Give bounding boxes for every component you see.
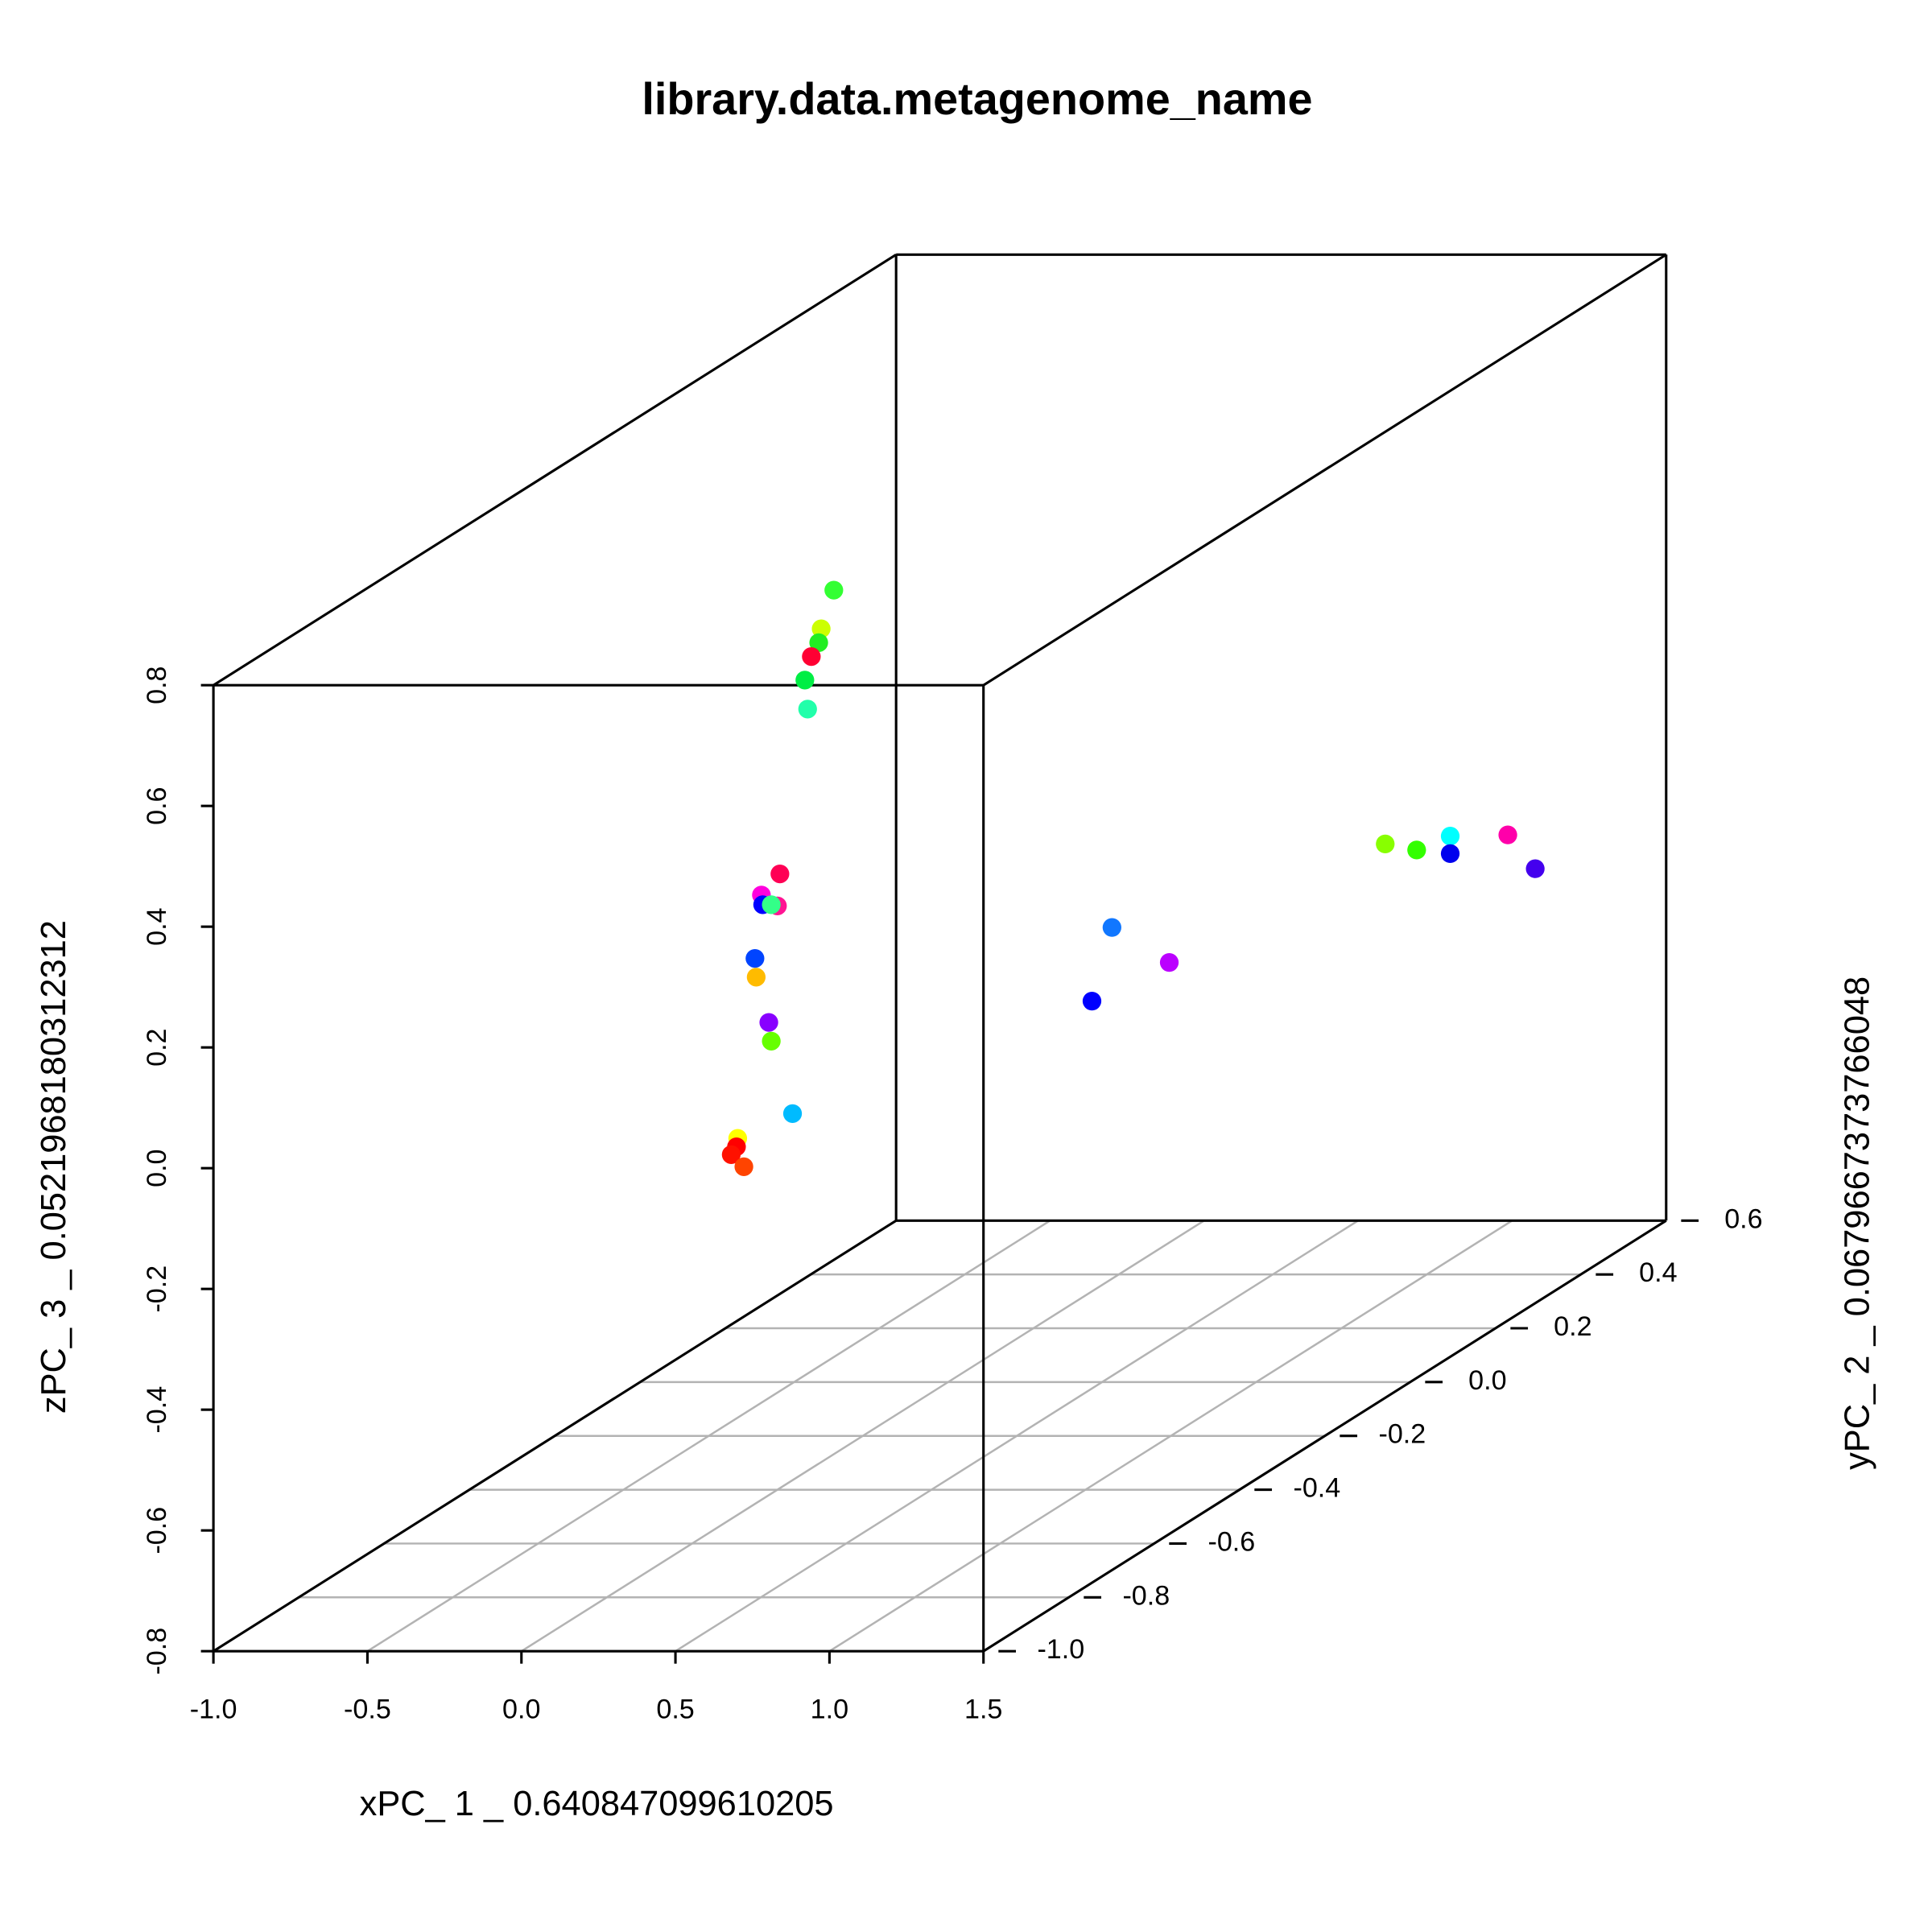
z-tick-label: 0.4	[142, 907, 172, 945]
y-tick-label: 0.2	[1554, 1311, 1591, 1342]
point	[1440, 844, 1460, 864]
point	[811, 619, 831, 638]
x-tick-label: 1.5	[964, 1695, 1002, 1725]
point	[782, 1104, 803, 1123]
point	[1159, 952, 1179, 972]
point	[802, 646, 821, 667]
y-tick-label: -0.4	[1293, 1473, 1340, 1504]
z-tick-label: -0.6	[142, 1507, 172, 1554]
y-tick-label: 0.0	[1468, 1365, 1506, 1396]
y-tick-label: -0.8	[1122, 1580, 1170, 1611]
x-axis-label: xPC_ 1 _ 0.640847099610205	[360, 1785, 834, 1823]
point	[746, 968, 766, 987]
y-tick-label: -0.6	[1208, 1526, 1255, 1557]
y-tick-label: -0.2	[1378, 1419, 1426, 1450]
y-tick-label: -1.0	[1037, 1634, 1084, 1665]
x-tick-label: 0.5	[656, 1695, 694, 1725]
point	[762, 1031, 781, 1051]
point	[734, 1157, 753, 1176]
x-tick-label: 0.0	[502, 1695, 540, 1725]
z-tick-label: -0.2	[142, 1265, 172, 1313]
point	[1498, 825, 1517, 844]
point	[1440, 827, 1460, 846]
chart-title: library.data.metagenome_name	[642, 73, 1312, 124]
point	[1102, 918, 1121, 937]
point	[1407, 840, 1426, 860]
point	[824, 580, 844, 600]
z-tick-label: 0.6	[142, 786, 172, 824]
point	[795, 671, 815, 690]
z-tick-label: -0.4	[142, 1386, 172, 1434]
point	[721, 1145, 741, 1164]
x-tick-label: 1.0	[811, 1695, 848, 1725]
point	[770, 864, 790, 884]
box-edge	[213, 253, 898, 687]
y-tick-label: 0.4	[1639, 1257, 1677, 1288]
point	[1376, 834, 1395, 854]
x-tick-label: -1.0	[190, 1695, 237, 1725]
z-tick-label: 0.0	[142, 1149, 172, 1187]
point	[798, 700, 817, 719]
x-tick-label: -0.5	[344, 1695, 391, 1725]
z-tick-label: 0.2	[142, 1028, 172, 1066]
point	[809, 633, 828, 652]
z-tick-label: -0.8	[142, 1628, 172, 1675]
z-axis-label: zPC_ 3 _ 0.0521968180312312	[35, 920, 73, 1414]
point	[1082, 991, 1102, 1011]
z-tick-label: 0.8	[142, 666, 172, 704]
y-axis-label: yPC_ 2 _ 0.0679667373766048	[1839, 976, 1877, 1470]
point	[745, 948, 765, 968]
point	[1525, 859, 1545, 878]
y-tick-label: 0.6	[1724, 1203, 1762, 1234]
point	[762, 895, 781, 914]
box-edge	[982, 1219, 1667, 1653]
box-edge	[982, 253, 1667, 687]
box-edge	[213, 1219, 898, 1653]
point	[759, 1013, 778, 1032]
